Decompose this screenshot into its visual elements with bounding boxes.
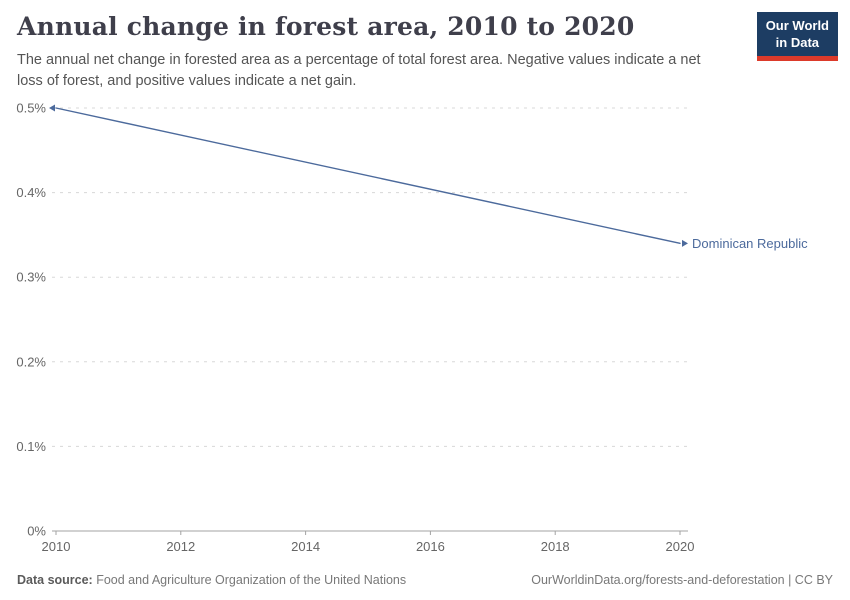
data-source-label: Data source: <box>17 573 93 587</box>
series-label: Dominican Republic <box>692 236 808 251</box>
y-tick-label: 0% <box>27 524 46 539</box>
y-tick-label: 0.1% <box>16 439 46 454</box>
series-end-arrow <box>682 239 688 247</box>
y-tick-label: 0.4% <box>16 185 46 200</box>
chart-title: Annual change in forest area, 2010 to 20… <box>17 12 635 41</box>
x-tick-label: 2010 <box>42 539 71 554</box>
data-source-text: Food and Agriculture Organization of the… <box>96 573 407 587</box>
chart-header: Annual change in forest area, 2010 to 20… <box>17 12 727 91</box>
x-tick-label: 2012 <box>166 539 195 554</box>
series-start-arrow <box>49 104 55 112</box>
logo-line-1: Our World <box>765 18 829 33</box>
data-source: Data source: Food and Agriculture Organi… <box>17 573 406 587</box>
y-tick-label: 0.2% <box>16 354 46 369</box>
logo-line-2: in Data <box>775 34 820 50</box>
x-tick-label: 2014 <box>291 539 320 554</box>
x-tick-label: 2020 <box>666 539 695 554</box>
x-tick-label: 2016 <box>416 539 445 554</box>
chart-subtitle: The annual net change in forested area a… <box>17 52 701 89</box>
y-tick-label: 0.5% <box>16 101 46 116</box>
line-chart-canvas: 0% 0.1% 0.2% 0.3% 0.4% 0.5% 2010 2012 2014 2016 20… <box>16 101 808 555</box>
series-line <box>55 107 681 245</box>
chart-footer: Data source: Food and Agriculture Organi… <box>17 573 833 587</box>
x-tick-label: 2018 <box>541 539 570 554</box>
owid-citation-link[interactable]: OurWorldinData.org/forests-and-deforesta… <box>531 573 833 587</box>
y-tick-label: 0.3% <box>16 270 46 285</box>
owid-logo: Our World in Data <box>756 12 838 61</box>
